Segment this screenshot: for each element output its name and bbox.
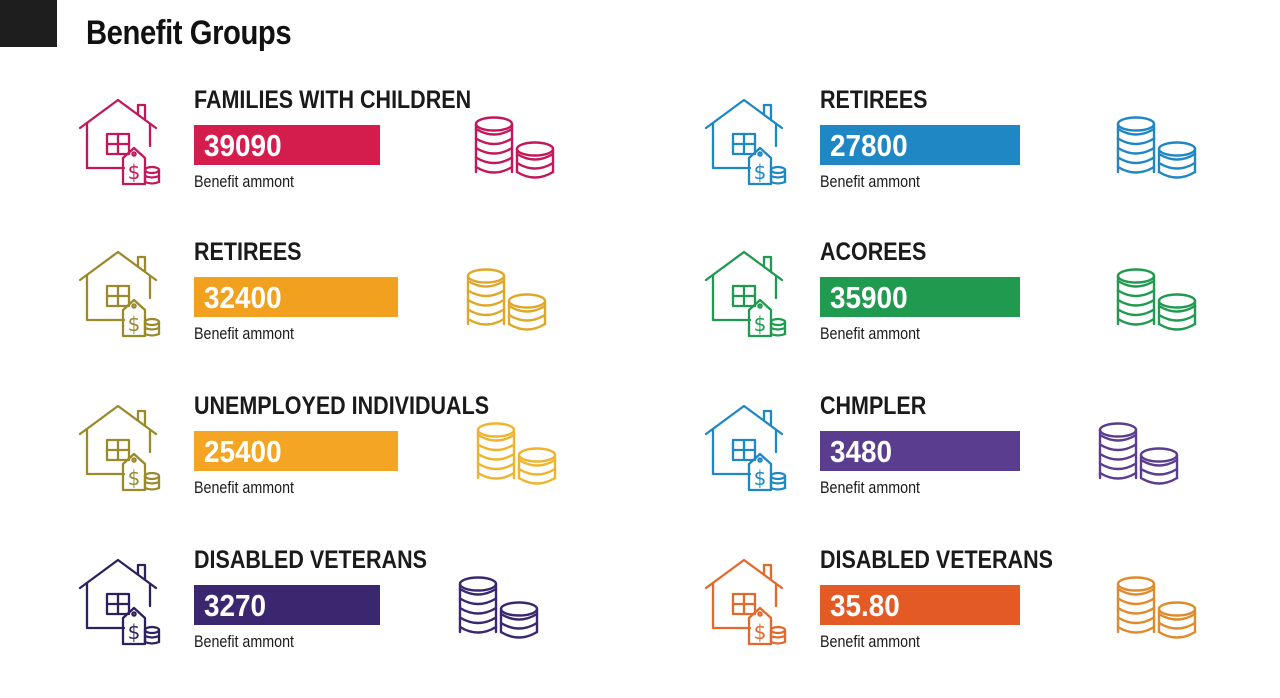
benefit-bar: 32400 bbox=[194, 277, 398, 317]
benefit-card: $ CHMPLER 3480 Benefit ammont bbox=[704, 392, 1224, 534]
benefit-value: 25400 bbox=[204, 434, 282, 469]
group-title: FAMILIES WITH CHILDREN bbox=[194, 86, 472, 114]
house-dollar-icon: $ bbox=[78, 404, 162, 492]
benefit-label: Benefit ammont bbox=[194, 478, 295, 497]
coin-stacks-icon bbox=[466, 268, 548, 332]
group-title: CHMPLER bbox=[820, 392, 927, 420]
group-title: RETIREES bbox=[820, 86, 928, 114]
benefit-bar: 35.80 bbox=[820, 585, 1020, 625]
benefit-label: Benefit ammont bbox=[820, 632, 921, 651]
benefit-label: Benefit ammont bbox=[820, 172, 921, 191]
coin-stacks-icon bbox=[458, 576, 540, 640]
benefit-label: Benefit ammont bbox=[820, 478, 921, 497]
benefit-label: Benefit ammont bbox=[194, 324, 295, 343]
benefit-value: 32400 bbox=[204, 280, 282, 315]
house-dollar-icon: $ bbox=[78, 250, 162, 338]
group-title: DISABLED VETERANS bbox=[194, 546, 427, 574]
coin-stacks-icon bbox=[1116, 116, 1198, 180]
coin-stacks-icon bbox=[1116, 268, 1198, 332]
svg-text:$: $ bbox=[128, 466, 141, 490]
benefit-value: 3270 bbox=[204, 588, 267, 623]
house-dollar-icon: $ bbox=[704, 98, 788, 186]
coin-stacks-icon bbox=[474, 116, 556, 180]
benefit-card: $ DISABLED VETERANS 3270 Benefit ammont bbox=[78, 546, 598, 688]
svg-text:$: $ bbox=[128, 620, 141, 644]
benefit-card: $ RETIREES 27800 Benefit ammont bbox=[704, 86, 1224, 228]
coin-stacks-icon bbox=[1116, 576, 1198, 640]
house-dollar-icon: $ bbox=[78, 558, 162, 646]
benefit-value: 35.80 bbox=[830, 588, 900, 623]
house-dollar-icon: $ bbox=[704, 250, 788, 338]
benefit-value: 35900 bbox=[830, 280, 908, 315]
svg-text:$: $ bbox=[754, 466, 767, 490]
benefit-card: $ ACOREES 35900 Benefit ammont bbox=[704, 238, 1224, 380]
benefit-label: Benefit ammont bbox=[194, 632, 295, 651]
benefit-card: $ DISABLED VETERANS 35.80 Benefit ammont bbox=[704, 546, 1224, 688]
benefit-label: Benefit ammont bbox=[194, 172, 295, 191]
coin-stacks-icon bbox=[1098, 422, 1180, 486]
benefit-value: 39090 bbox=[204, 128, 282, 163]
benefit-bar: 35900 bbox=[820, 277, 1020, 317]
benefit-card: $ FAMILIES WITH CHILDREN 39090 Benefit a… bbox=[78, 86, 598, 228]
svg-text:$: $ bbox=[128, 160, 141, 184]
benefit-bar: 39090 bbox=[194, 125, 380, 165]
benefit-value: 27800 bbox=[830, 128, 908, 163]
benefit-value: 3480 bbox=[830, 434, 893, 469]
benefit-label: Benefit ammont bbox=[820, 324, 921, 343]
coin-stacks-icon bbox=[476, 422, 558, 486]
benefit-bar: 3480 bbox=[820, 431, 1020, 471]
svg-text:$: $ bbox=[128, 312, 141, 336]
group-title: DISABLED VETERANS bbox=[820, 546, 1053, 574]
benefit-card: $ UNEMPLOYED INDIVIDUALS 25400 Benefit a… bbox=[78, 392, 598, 534]
group-title: RETIREES bbox=[194, 238, 302, 266]
svg-text:$: $ bbox=[754, 160, 767, 184]
benefit-bar: 27800 bbox=[820, 125, 1020, 165]
group-title: UNEMPLOYED INDIVIDUALS bbox=[194, 392, 490, 420]
house-dollar-icon: $ bbox=[78, 98, 162, 186]
svg-text:$: $ bbox=[754, 620, 767, 644]
svg-text:$: $ bbox=[754, 312, 767, 336]
benefit-bar: 25400 bbox=[194, 431, 398, 471]
house-dollar-icon: $ bbox=[704, 404, 788, 492]
page-title: Benefit Groups bbox=[86, 14, 292, 52]
corner-block bbox=[0, 0, 57, 47]
group-title: ACOREES bbox=[820, 238, 927, 266]
benefit-bar: 3270 bbox=[194, 585, 380, 625]
house-dollar-icon: $ bbox=[704, 558, 788, 646]
benefit-card: $ RETIREES 32400 Benefit ammont bbox=[78, 238, 598, 380]
